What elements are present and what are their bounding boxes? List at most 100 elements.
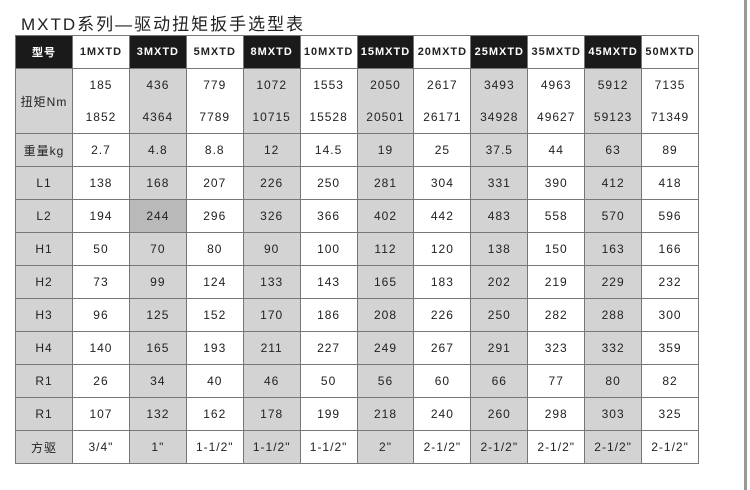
value-cell: 240 [413, 397, 472, 431]
value-cell: 288 [584, 298, 643, 332]
value-cell: 267 [413, 331, 472, 365]
value-cell: 124 [185, 265, 244, 299]
row-label: H4 [15, 331, 73, 365]
value-cell: 46 [242, 364, 301, 398]
value-cell: 218 [356, 397, 415, 431]
value-cell: 558 [527, 199, 586, 233]
value-cell: 3/4" [72, 430, 130, 464]
value-cell: 202 [470, 265, 529, 299]
value-cell: 323 [527, 331, 586, 365]
value-cell: 194 [72, 199, 130, 233]
torque-max: 1852 [85, 110, 117, 124]
value-cell: 207 [185, 166, 244, 200]
value-cell: 89 [641, 133, 699, 167]
table-row: H4 140 165 193 211 227 249 267 291 323 332 359 [15, 331, 699, 365]
value-cell: 418 [641, 166, 699, 200]
value-cell: 250 [470, 298, 529, 332]
value-cell: 143 [299, 265, 358, 299]
value-cell: 281 [356, 166, 415, 200]
value-cell: 50 [72, 232, 130, 266]
model-header: 20MXTD [413, 35, 472, 69]
value-cell: 304 [413, 166, 472, 200]
value-cell: 300 [641, 298, 699, 332]
value-cell: 298 [527, 397, 586, 431]
torque-max: 59123 [593, 110, 633, 124]
table-row: H3 96 125 152 170 186 208 226 250 282 288 300 [15, 298, 699, 332]
value-cell: 219 [527, 265, 586, 299]
value-cell: 226 [413, 298, 472, 332]
value-cell: 183 [413, 265, 472, 299]
torque-min: 436 [146, 78, 170, 92]
value-cell: 152 [185, 298, 244, 332]
torque-max: 20501 [366, 110, 405, 124]
value-cell: 402 [356, 199, 415, 233]
value-cell: 2-1/2" [413, 430, 472, 464]
divider [744, 0, 747, 490]
torque-min: 7135 [654, 78, 686, 92]
value-cell: 165 [356, 265, 415, 299]
value-cell: 37.5 [470, 133, 529, 167]
model-header: 25MXTD [470, 35, 529, 69]
value-cell: 4.8 [128, 133, 187, 167]
table-row: L2 194 244 296 326 366 402 442 483 558 570 596 [15, 199, 699, 233]
torque-max: 49627 [537, 110, 576, 124]
torque-cell: 5912 59123 [584, 68, 643, 134]
row-label: H1 [15, 232, 73, 266]
table-row: L1 138 168 207 226 250 281 304 331 390 412 418 [15, 166, 699, 200]
torque-max: 10715 [252, 110, 291, 124]
value-cell: 133 [242, 265, 301, 299]
torque-max: 4364 [142, 110, 174, 124]
value-cell: 332 [584, 331, 643, 365]
torque-cell: 1072 10715 [242, 68, 301, 134]
value-cell: 90 [242, 232, 301, 266]
value-cell: 178 [242, 397, 301, 431]
row-label: L2 [15, 199, 73, 233]
model-header: 50MXTD [641, 35, 699, 69]
torque-min: 4963 [540, 78, 572, 92]
value-cell: 100 [299, 232, 358, 266]
header-row: 型号 1MXTD 3MXTD 5MXTD 8MXTD 10MXTD 15MXTD 20MXTD… [15, 35, 699, 69]
model-header: 10MXTD [299, 35, 358, 69]
value-cell: 232 [641, 265, 699, 299]
torque-min: 2617 [427, 78, 458, 92]
value-cell: 120 [413, 232, 472, 266]
torque-cell: 436 4364 [128, 68, 187, 134]
torque-max: 34928 [480, 110, 519, 124]
row-label: 重量kg [15, 133, 73, 167]
value-cell: 40 [185, 364, 244, 398]
value-cell: 165 [128, 331, 187, 365]
model-header: 45MXTD [584, 35, 643, 69]
value-cell: 140 [72, 331, 130, 365]
value-cell: 2-1/2" [527, 430, 586, 464]
value-cell: 249 [356, 331, 415, 365]
torque-min: 3493 [483, 78, 515, 92]
selection-table: 型号 1MXTD 3MXTD 5MXTD 8MXTD 10MXTD 15MXTD 20MXTD… [15, 35, 699, 464]
value-cell: 2-1/2" [641, 430, 699, 464]
value-cell: 2.7 [72, 133, 130, 167]
torque-min: 1553 [313, 78, 344, 92]
value-cell: 570 [584, 199, 643, 233]
value-cell: 25 [413, 133, 472, 167]
value-cell: 107 [72, 397, 130, 431]
value-cell: 1-1/2" [242, 430, 301, 464]
row-label: R1 [15, 397, 73, 431]
torque-cell: 3493 34928 [470, 68, 529, 134]
value-cell: 186 [299, 298, 358, 332]
value-cell: 2" [356, 430, 415, 464]
value-cell: 12 [242, 133, 301, 167]
value-cell: 162 [185, 397, 244, 431]
value-cell: 80 [584, 364, 643, 398]
value-cell: 60 [413, 364, 472, 398]
value-cell: 199 [299, 397, 358, 431]
value-cell: 80 [185, 232, 244, 266]
value-cell: 2-1/2" [584, 430, 643, 464]
torque-cell: 1553 15528 [299, 68, 358, 134]
table-row: 方驱 3/4" 1" 1-1/2" 1-1/2" 1-1/2" 2" 2-1/2" 2-1/2"… [15, 430, 699, 464]
table-row: 扭矩Nm 185 1852 436 4364 779 7789 1072 10715 1553 15… [15, 68, 699, 134]
value-cell: 99 [128, 265, 187, 299]
torque-cell: 4963 49627 [527, 68, 586, 134]
table-row: 重量kg 2.7 4.8 8.8 12 14.5 19 25 37.5 44 63 89 [15, 133, 699, 167]
value-cell: 14.5 [299, 133, 358, 167]
row-label: 型号 [15, 35, 73, 69]
value-cell: 282 [527, 298, 586, 332]
